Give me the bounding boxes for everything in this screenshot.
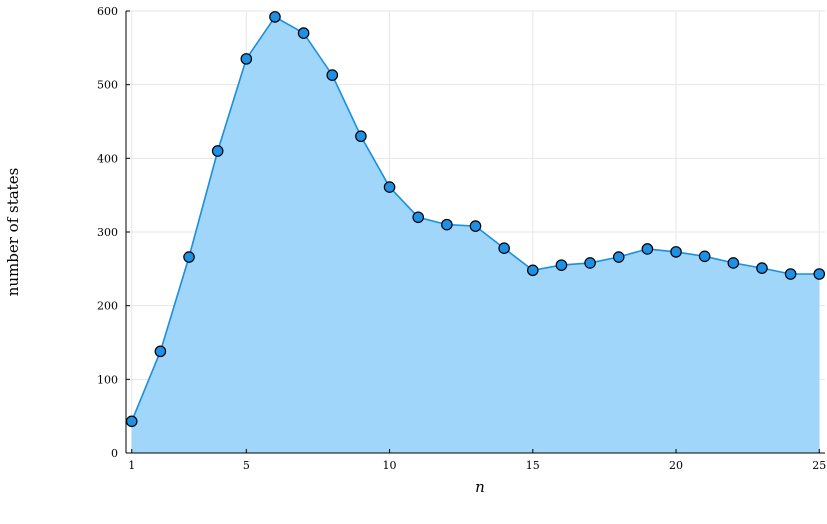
data-point (670, 246, 682, 258)
y-axis-label: number of states (4, 168, 22, 297)
data-point (641, 243, 654, 255)
data-point (383, 181, 396, 193)
data-point (269, 11, 281, 23)
y-axis-ticks: 0 100 200 300 400 500 600 (97, 5, 130, 460)
data-point (183, 251, 195, 263)
data-point (240, 53, 253, 65)
x-tick-label: 25 (812, 459, 826, 472)
y-tick-label: 300 (97, 226, 118, 239)
data-point (355, 130, 367, 143)
data-point (154, 345, 167, 358)
data-point (612, 251, 625, 263)
x-tick-label: 5 (243, 459, 250, 472)
data-point (813, 268, 826, 280)
data-point (756, 262, 768, 274)
data-point (211, 145, 224, 157)
data-point (698, 250, 711, 263)
x-tick-label: 20 (669, 459, 683, 472)
data-point (498, 242, 510, 255)
data-point (784, 268, 797, 280)
x-tick-label: 10 (383, 459, 397, 472)
data-point (584, 257, 596, 269)
y-tick-label: 100 (97, 373, 118, 386)
data-point (526, 264, 539, 277)
x-tick-label: 15 (526, 459, 540, 472)
y-tick-label: 600 (97, 5, 118, 18)
data-point (469, 220, 482, 232)
y-tick-label: 200 (97, 300, 118, 313)
data-point (125, 415, 138, 428)
x-axis-ticks: 1 5 10 15 20 25 (128, 449, 826, 472)
y-tick-label: 400 (97, 152, 118, 165)
data-point (326, 69, 339, 81)
data-point (727, 257, 740, 269)
data-point (297, 27, 310, 39)
y-tick-label: 0 (111, 447, 118, 460)
area-fill (131, 16, 820, 454)
x-tick-label: 1 (128, 459, 135, 472)
x-axis-label: n (475, 478, 485, 496)
y-tick-label: 500 (97, 79, 118, 92)
data-point (441, 218, 453, 231)
data-point (555, 259, 568, 271)
data-point (412, 211, 425, 224)
data-points (125, 11, 826, 428)
